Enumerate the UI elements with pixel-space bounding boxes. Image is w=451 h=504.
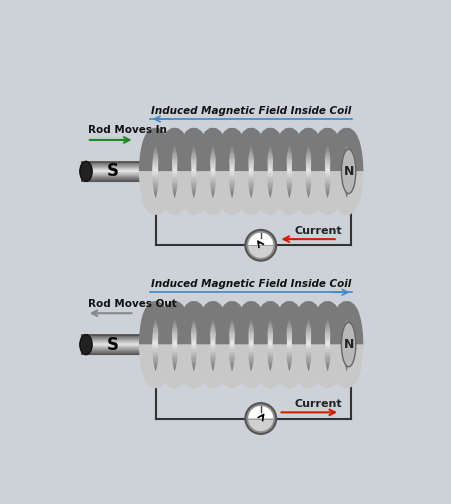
Ellipse shape — [80, 335, 92, 355]
Wedge shape — [248, 233, 273, 245]
Bar — [81, 162, 347, 180]
Wedge shape — [248, 406, 273, 418]
Text: S: S — [107, 162, 119, 180]
Circle shape — [245, 403, 276, 434]
Circle shape — [245, 230, 276, 261]
Bar — [81, 335, 347, 354]
Ellipse shape — [341, 323, 356, 367]
Ellipse shape — [341, 149, 356, 194]
Text: N: N — [343, 338, 354, 351]
Text: Current: Current — [295, 399, 342, 409]
Text: Induced Magnetic Field Inside Coil: Induced Magnetic Field Inside Coil — [151, 279, 351, 289]
Text: S: S — [107, 336, 119, 354]
Text: Current: Current — [295, 226, 342, 236]
Text: Induced Magnetic Field Inside Coil: Induced Magnetic Field Inside Coil — [151, 106, 351, 116]
Text: N: N — [343, 165, 354, 178]
Text: Rod Moves Out: Rod Moves Out — [88, 298, 177, 308]
Text: Rod Moves In: Rod Moves In — [88, 125, 167, 136]
Ellipse shape — [80, 161, 92, 181]
Wedge shape — [248, 245, 273, 258]
Wedge shape — [248, 418, 273, 431]
